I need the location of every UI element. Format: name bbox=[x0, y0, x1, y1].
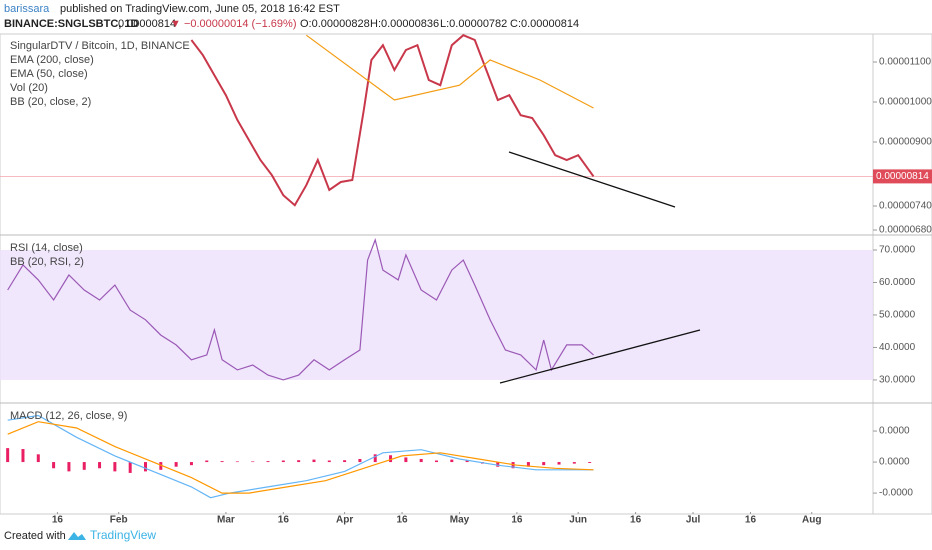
histogram-bar bbox=[373, 454, 377, 463]
symbol: BINANCE:SNGLSBTC, 1D bbox=[4, 18, 139, 30]
last-price-tag bbox=[873, 169, 932, 184]
legend-entry: BB (20, RSI, 2) bbox=[10, 256, 84, 268]
histogram-bar bbox=[450, 459, 454, 463]
x-tick-label: Jul bbox=[686, 515, 701, 526]
frame bbox=[0, 33, 932, 515]
legend-entry: MACD (12, 26, close, 9) bbox=[10, 410, 127, 422]
x-tick-label: 16 bbox=[396, 515, 408, 526]
histogram-bar bbox=[21, 449, 25, 463]
series-line bbox=[7, 421, 594, 494]
ohlc-value: O:0.00000828 bbox=[300, 18, 370, 30]
legend-entry: Vol (20) bbox=[10, 82, 48, 94]
histogram-bar bbox=[297, 460, 301, 463]
x-tick-label: Aug bbox=[802, 515, 821, 526]
y-tick-label: 0.00000900 bbox=[879, 137, 932, 148]
histogram-bar bbox=[358, 458, 362, 463]
histogram-bar bbox=[465, 460, 469, 463]
x-tick-label: Apr bbox=[336, 515, 353, 526]
histogram-bar bbox=[343, 460, 347, 463]
histogram-bar bbox=[82, 462, 86, 470]
legend-entry: BB (20, close, 2) bbox=[10, 96, 91, 108]
series-line bbox=[7, 237, 594, 381]
x-tick-label: 16 bbox=[278, 515, 290, 526]
histogram-bar bbox=[189, 462, 193, 466]
ohlc-value: L:0.00000782 bbox=[440, 18, 507, 30]
x-tick-label: Mar bbox=[217, 515, 235, 526]
plots: 0.00001100 0.00001000 0.00000900 0.00000740… bbox=[0, 34, 932, 526]
histogram-bar bbox=[435, 460, 438, 463]
histogram-bar bbox=[281, 460, 285, 463]
histogram-bar bbox=[144, 462, 147, 472]
footer-text: Created with bbox=[4, 530, 66, 542]
published: published on TradingView.com, June 05, 2… bbox=[60, 3, 340, 15]
histogram-bar bbox=[419, 458, 423, 463]
histogram-bar bbox=[251, 461, 255, 463]
x-tick-label: 16 bbox=[630, 515, 642, 526]
histogram-bar bbox=[52, 462, 56, 469]
y-tick-label: 0.0000 bbox=[879, 457, 910, 468]
trend-line bbox=[499, 329, 701, 384]
series-line bbox=[190, 34, 595, 207]
histogram-bar bbox=[496, 462, 500, 467]
legend-entry: RSI (14, close) bbox=[10, 242, 83, 254]
histogram-bar bbox=[312, 459, 316, 463]
author[interactable]: barissara bbox=[4, 3, 50, 15]
x-tick-label: Feb bbox=[110, 515, 128, 526]
trend-line bbox=[508, 151, 676, 208]
legend-entry: SingularDTV / Bitcoin, 1D, BINANCE bbox=[10, 40, 190, 52]
y-tick-label: 0.00001000 bbox=[879, 97, 932, 108]
ohlc: O:0.00000828 H:0.00000836 L:0.00000782 C:0.… bbox=[300, 18, 579, 30]
rsi-band bbox=[0, 249, 873, 380]
y-tick-label: 30.0000 bbox=[879, 375, 916, 386]
histogram-bar bbox=[327, 460, 331, 463]
histogram-bar bbox=[205, 460, 209, 463]
y-tick-label: -0.0000 bbox=[879, 488, 913, 499]
last-price-label: 0.00000814 bbox=[876, 171, 929, 182]
legend-entry: EMA (50, close) bbox=[10, 68, 88, 80]
histogram-bar bbox=[542, 462, 546, 466]
histogram-bar bbox=[235, 461, 239, 463]
histogram-bar bbox=[6, 448, 10, 463]
histogram-bar bbox=[113, 462, 117, 472]
series-line bbox=[305, 34, 594, 109]
histogram-bar bbox=[159, 462, 163, 470]
ohlc-value: C:0.00000814 bbox=[510, 18, 579, 30]
histogram-bar bbox=[557, 462, 561, 465]
histogram-bar bbox=[404, 457, 408, 463]
price: 0.00000814 bbox=[118, 18, 176, 30]
footer-brand[interactable]: TradingView bbox=[90, 528, 156, 542]
histogram-bar bbox=[67, 462, 71, 472]
legend-entry: EMA (200, close) bbox=[10, 54, 94, 66]
histogram-bar bbox=[588, 462, 592, 463]
x-tick-label: 16 bbox=[745, 515, 757, 526]
histogram-bar bbox=[98, 462, 102, 469]
histogram-bar bbox=[526, 462, 530, 467]
histogram-bar bbox=[389, 455, 393, 463]
y-tick-label: 0.00000740 bbox=[879, 201, 932, 212]
x-tick-label: Jun bbox=[569, 515, 587, 526]
y-tick-label: 0.0000 bbox=[879, 426, 910, 437]
histogram-bar bbox=[220, 461, 224, 463]
histogram-bar bbox=[572, 462, 576, 464]
y-tick-label: 60.0000 bbox=[879, 277, 916, 288]
histogram-bar bbox=[36, 454, 40, 463]
series-line bbox=[7, 414, 594, 499]
y-tick-label: 40.0000 bbox=[879, 342, 916, 353]
x-tick-label: 16 bbox=[511, 515, 523, 526]
x-tick-label: May bbox=[450, 515, 470, 526]
change: ▼ −0.00000014 (−1.69%) bbox=[170, 18, 296, 30]
y-tick-label: 50.0000 bbox=[879, 310, 916, 321]
y-tick-label: 70.0000 bbox=[879, 245, 916, 256]
y-tick-label: 0.00001100 bbox=[879, 57, 932, 68]
histogram-bar bbox=[266, 461, 270, 463]
y-tick-label: 0.00000680 bbox=[879, 225, 932, 236]
x-tick-label: 16 bbox=[52, 515, 64, 526]
histogram-bar bbox=[128, 462, 132, 473]
histogram-bar bbox=[174, 462, 178, 467]
logo bbox=[68, 532, 86, 540]
ohlc-value: H:0.00000836 bbox=[370, 18, 439, 30]
